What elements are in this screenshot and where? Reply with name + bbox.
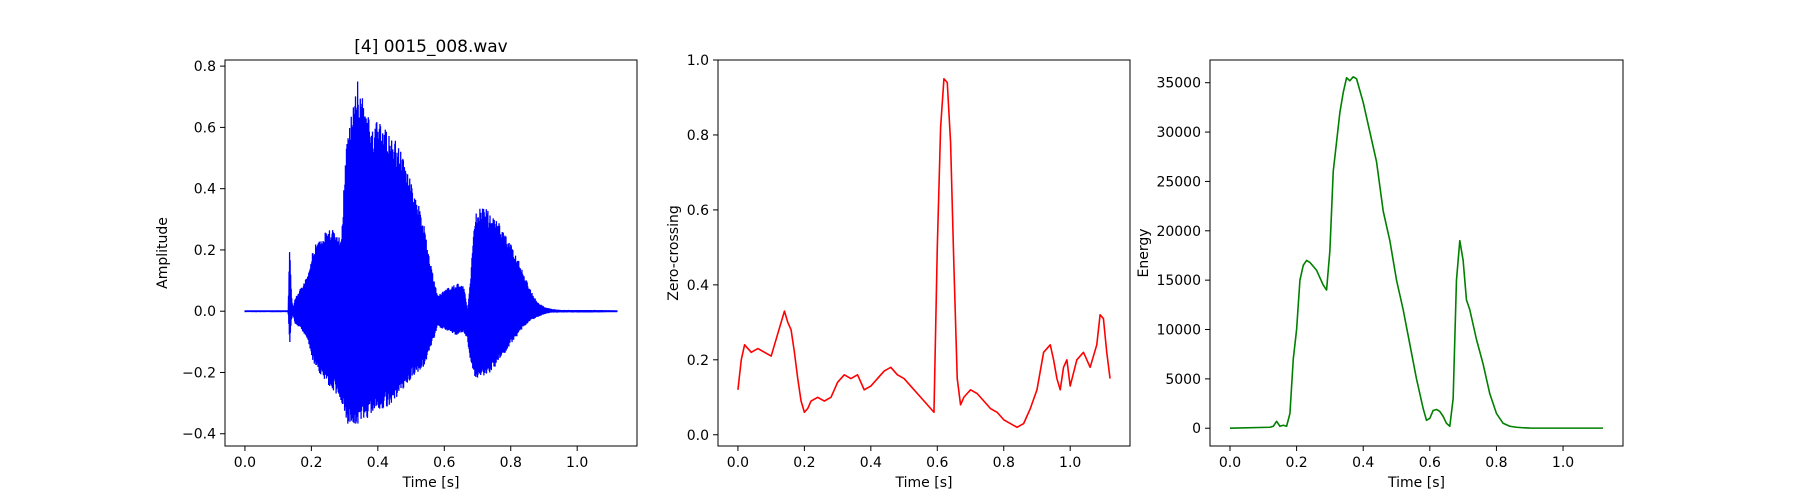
amplitude-y-tick-label: 0.2 — [194, 243, 216, 259]
energy-y-tick-label: 15000 — [1156, 273, 1201, 289]
amplitude-x-tick-label: 0.2 — [300, 455, 322, 471]
zero-crossing-x-axis-label: Time [s] — [895, 475, 953, 491]
zero-crossing-x-tick-label: 0.8 — [993, 455, 1015, 471]
energy-series-line — [1229, 75, 1604, 430]
energy-plot-area — [1229, 75, 1604, 430]
energy-subplot: 0.0 0.2 0.4 0.6 0.8 1.0 0 5000 10000 15000 20000 2… — [1136, 59, 1624, 491]
energy-y-tick-label: 10000 — [1156, 323, 1201, 339]
energy-y-axis: 0 5000 10000 15000 20000 25000 30000 35000 — [1156, 76, 1210, 437]
amplitude-plot-area — [244, 81, 618, 424]
energy-y-tick-label: 25000 — [1156, 174, 1201, 190]
energy-x-tick-label: 0.4 — [1352, 455, 1374, 471]
zero-crossing-x-tick-label: 0.2 — [793, 455, 815, 471]
amplitude-y-tick-label: −0.4 — [182, 427, 216, 443]
zero-crossing-y-axis: 0.0 0.2 0.4 0.6 0.8 1.0 — [687, 53, 718, 444]
zero-crossing-y-tick-label: 0.6 — [687, 203, 709, 219]
amplitude-x-tick-label: 0.4 — [367, 455, 389, 471]
amplitude-x-axis-label: Time [s] — [402, 475, 460, 491]
energy-y-tick-label: 5000 — [1165, 372, 1201, 388]
amplitude-y-tick-label: 0.0 — [194, 304, 216, 320]
amplitude-subplot: [4] 0015_008.wav 0.0 0.2 0.4 0.6 0.8 1.0 −0.4… — [155, 37, 638, 491]
energy-axes-frame — [1209, 59, 1624, 447]
energy-x-axis-label: Time [s] — [1387, 475, 1445, 491]
energy-x-tick-label: 1.0 — [1552, 455, 1574, 471]
zero-crossing-x-tick-label: 0.6 — [926, 455, 948, 471]
zero-crossing-y-tick-label: 0.0 — [687, 428, 709, 444]
amplitude-waveform-line — [244, 81, 618, 424]
zero-crossing-y-tick-label: 0.2 — [687, 353, 709, 369]
zero-crossing-axes-frame — [717, 59, 1131, 447]
energy-y-tick-label: 20000 — [1156, 224, 1201, 240]
energy-x-axis: 0.0 0.2 0.4 0.6 0.8 1.0 — [1219, 446, 1574, 471]
energy-y-axis-label: Energy — [1136, 228, 1152, 277]
amplitude-y-axis: −0.4 −0.2 0.0 0.2 0.4 0.6 0.8 — [182, 59, 225, 443]
energy-y-tick-label: 30000 — [1156, 125, 1201, 141]
zero-crossing-x-tick-label: 0.0 — [727, 455, 749, 471]
zero-crossing-plot-area — [737, 77, 1111, 429]
amplitude-x-tick-label: 0.0 — [234, 455, 256, 471]
amplitude-y-tick-label: 0.8 — [194, 59, 216, 75]
zero-crossing-y-tick-label: 1.0 — [687, 53, 709, 69]
zero-crossing-y-tick-label: 0.8 — [687, 128, 709, 144]
energy-x-tick-label: 0.2 — [1285, 455, 1307, 471]
zero-crossing-y-tick-label: 0.4 — [687, 278, 709, 294]
amplitude-x-axis: 0.0 0.2 0.4 0.6 0.8 1.0 — [234, 446, 588, 471]
amplitude-x-tick-label: 0.8 — [500, 455, 522, 471]
amplitude-x-tick-label: 1.0 — [566, 455, 588, 471]
zero-crossing-subplot: 0.0 0.2 0.4 0.6 0.8 1.0 0.0 0.2 0.4 0.6 0.8 1.0 Ti… — [666, 53, 1131, 491]
energy-y-tick-label: 35000 — [1156, 76, 1201, 92]
amplitude-y-tick-label: −0.2 — [182, 365, 216, 381]
amplitude-axes-frame — [224, 59, 638, 447]
energy-y-tick-label: 0 — [1192, 421, 1201, 437]
zero-crossing-y-axis-label: Zero-crossing — [666, 205, 682, 300]
chart-title: [4] 0015_008.wav — [354, 37, 507, 57]
energy-x-tick-label: 0.6 — [1419, 455, 1441, 471]
amplitude-y-tick-label: 0.6 — [194, 120, 216, 136]
amplitude-x-tick-label: 0.6 — [433, 455, 455, 471]
zero-crossing-x-axis: 0.0 0.2 0.4 0.6 0.8 1.0 — [727, 446, 1081, 471]
amplitude-y-axis-label: Amplitude — [155, 217, 171, 289]
zero-crossing-x-tick-label: 0.4 — [860, 455, 882, 471]
zero-crossing-x-tick-label: 1.0 — [1059, 455, 1081, 471]
amplitude-y-tick-label: 0.4 — [194, 182, 216, 198]
energy-x-tick-label: 0.8 — [1485, 455, 1507, 471]
energy-x-tick-label: 0.0 — [1219, 455, 1241, 471]
zero-crossing-series-line — [737, 77, 1111, 429]
